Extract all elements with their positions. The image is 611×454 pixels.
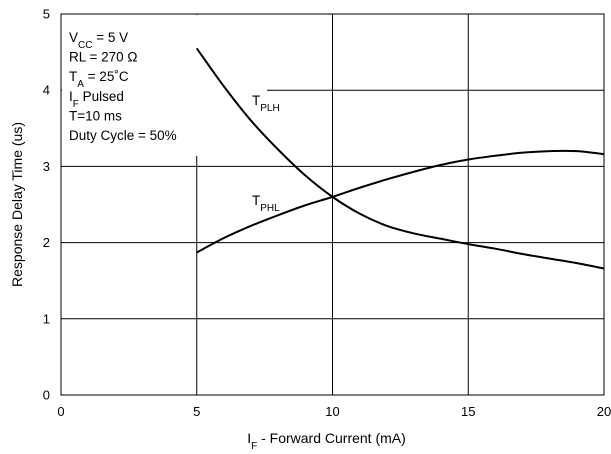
condition-line-4: T=10 ms — [69, 108, 122, 123]
plot-frame — [60, 13, 605, 396]
series-lines — [195, 47, 605, 270]
x-tick-label-3: 15 — [461, 404, 475, 419]
series-line-phl — [196, 149, 605, 254]
condition-line-2: TA = 25˚C — [69, 69, 129, 90]
y-tick-label-1: 1 — [43, 311, 50, 326]
condition-line-0: VCC = 5 V — [69, 30, 128, 51]
x-tick-label-2: 10 — [325, 404, 339, 419]
x-tick-labels: 0 5 10 15 20 — [57, 404, 611, 419]
y-tick-labels: 0 1 2 3 4 5 — [43, 7, 50, 403]
label-backgrounds — [62, 15, 267, 156]
condition-line-3: IF Pulsed — [69, 89, 124, 110]
condition-line-1: RL = 270 Ω — [69, 50, 138, 65]
test-conditions: VCC = 5 VRL = 270 Ω TA = 25˚CIF PulsedT=1… — [69, 30, 177, 143]
conditions-background — [62, 15, 267, 156]
y-tick-label-4: 4 — [43, 83, 50, 98]
x-tick-label-0: 0 — [57, 404, 64, 419]
x-axis-title-rest: - Forward Current (mA) — [257, 430, 406, 446]
y-tick-label-0: 0 — [43, 388, 50, 403]
x-axis-title: IF - Forward Current (mA) — [247, 430, 406, 452]
series-label-phl: TPHL — [252, 193, 280, 214]
y-axis-title: Response Delay Time (us) — [9, 122, 25, 287]
y-tick-label-3: 3 — [43, 159, 50, 174]
series-line-plh — [195, 47, 605, 270]
y-tick-label-5: 5 — [43, 7, 50, 22]
series-labels: TPLH TPHL — [252, 93, 280, 214]
x-axis-title-main: I — [247, 430, 251, 446]
x-tick-label-1: 5 — [193, 404, 200, 419]
x-tick-label-4: 20 — [597, 404, 611, 419]
y-tick-label-2: 2 — [43, 235, 50, 250]
x-axis-title-sub: F — [251, 441, 257, 452]
condition-line-5: Duty Cycle = 50% — [69, 128, 177, 143]
series-label-plh: TPLH — [252, 93, 280, 114]
